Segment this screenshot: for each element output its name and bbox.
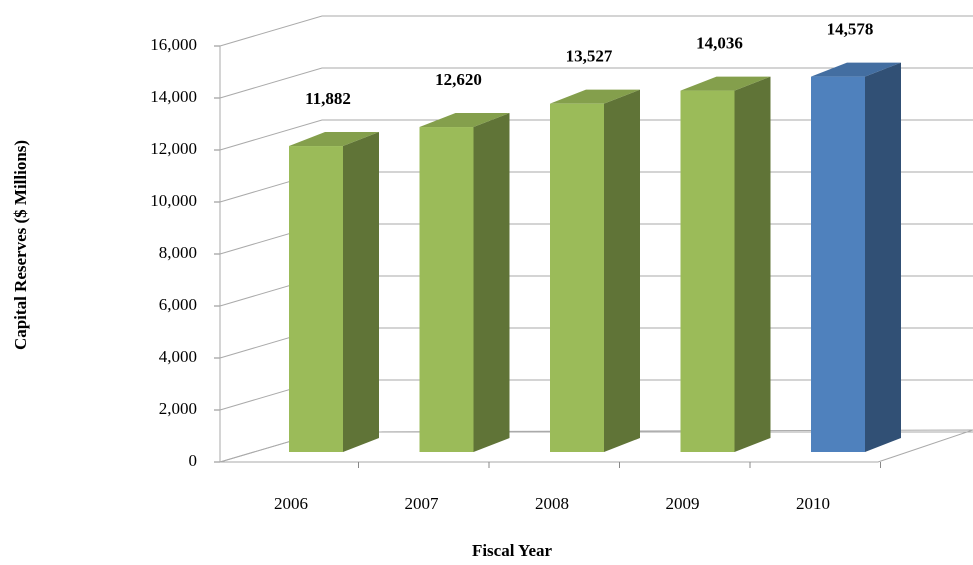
value-label: 12,620 <box>435 70 482 89</box>
bar <box>550 103 604 452</box>
x-tick-label: 2010 <box>796 494 830 513</box>
y-tick-label: 4,000 <box>159 347 197 366</box>
bar-top <box>680 76 771 91</box>
bar-top <box>550 89 640 104</box>
bar <box>289 146 343 452</box>
value-label: 14,036 <box>696 33 743 52</box>
x-axis-title: Fiscal Year <box>472 541 553 560</box>
bar-top <box>419 113 510 128</box>
x-tick-label: 2007 <box>405 494 440 513</box>
grid-line <box>219 67 973 99</box>
grid-line <box>219 15 973 47</box>
bar <box>811 76 865 452</box>
bar-side <box>343 132 379 452</box>
bar <box>680 90 735 452</box>
y-tick-label: 14,000 <box>150 87 197 106</box>
y-tick-label: 2,000 <box>159 399 197 418</box>
y-tick-label: 6,000 <box>159 295 197 314</box>
y-tick-label: 12,000 <box>150 139 197 158</box>
bar-top <box>289 132 379 147</box>
bar <box>419 127 474 452</box>
y-tick-label: 8,000 <box>159 243 197 262</box>
y-tick-label: 16,000 <box>150 35 197 54</box>
bar-side <box>604 89 640 452</box>
bar-side <box>473 113 510 452</box>
value-label: 13,527 <box>566 47 613 66</box>
y-axis-title: Capital Reserves ($ Millions) <box>11 140 30 350</box>
x-tick-label: 2006 <box>274 494 308 513</box>
value-label: 11,882 <box>305 89 351 108</box>
x-tick-label: 2008 <box>535 494 569 513</box>
x-tick-label: 2009 <box>666 494 700 513</box>
y-tick-label: 0 <box>189 451 198 470</box>
bar-side <box>734 76 771 452</box>
value-label: 14,578 <box>827 20 874 39</box>
y-tick-label: 10,000 <box>150 191 197 210</box>
bar-top <box>811 62 901 77</box>
bar-side <box>865 62 901 452</box>
